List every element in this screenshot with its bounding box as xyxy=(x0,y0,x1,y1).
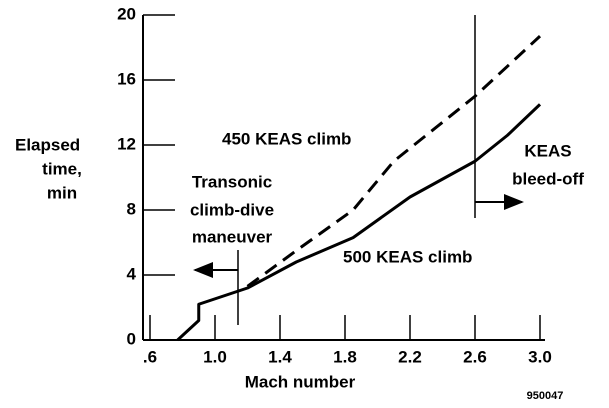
y-label: time, xyxy=(42,159,82,178)
x-tick-label: 1.8 xyxy=(333,347,357,366)
annotation: KEAS xyxy=(524,141,571,160)
series-label: 500 KEAS climb xyxy=(343,247,472,266)
figure-number: 950047 xyxy=(527,390,564,402)
y-tick-label: 16 xyxy=(117,69,136,88)
x-tick-label: 1.4 xyxy=(268,347,292,366)
x-tick-label: .6 xyxy=(143,347,157,366)
y-label: Elapsed xyxy=(15,135,80,154)
x-tick-label: 3.0 xyxy=(528,347,552,366)
y-tick-label: 20 xyxy=(117,4,136,23)
x-tick-label: 2.2 xyxy=(398,347,422,366)
annotation: climb-dive xyxy=(190,200,274,219)
annotation: Transonic xyxy=(192,172,272,191)
series-line xyxy=(176,103,542,342)
x-tick-label: 1.0 xyxy=(203,347,227,366)
x-label: Mach number xyxy=(245,372,356,391)
y-tick-label: 12 xyxy=(117,134,136,153)
x-tick-label: 2.6 xyxy=(463,347,487,366)
y-label: min xyxy=(47,183,77,202)
series-line xyxy=(246,35,542,288)
y-tick-label: 4 xyxy=(127,264,137,283)
y-tick-label: 0 xyxy=(127,329,136,348)
series-label: 450 KEAS climb xyxy=(222,129,351,148)
y-tick-label: 8 xyxy=(127,199,136,218)
annotation: bleed-off xyxy=(512,169,584,188)
annotation: maneuver xyxy=(192,227,273,246)
